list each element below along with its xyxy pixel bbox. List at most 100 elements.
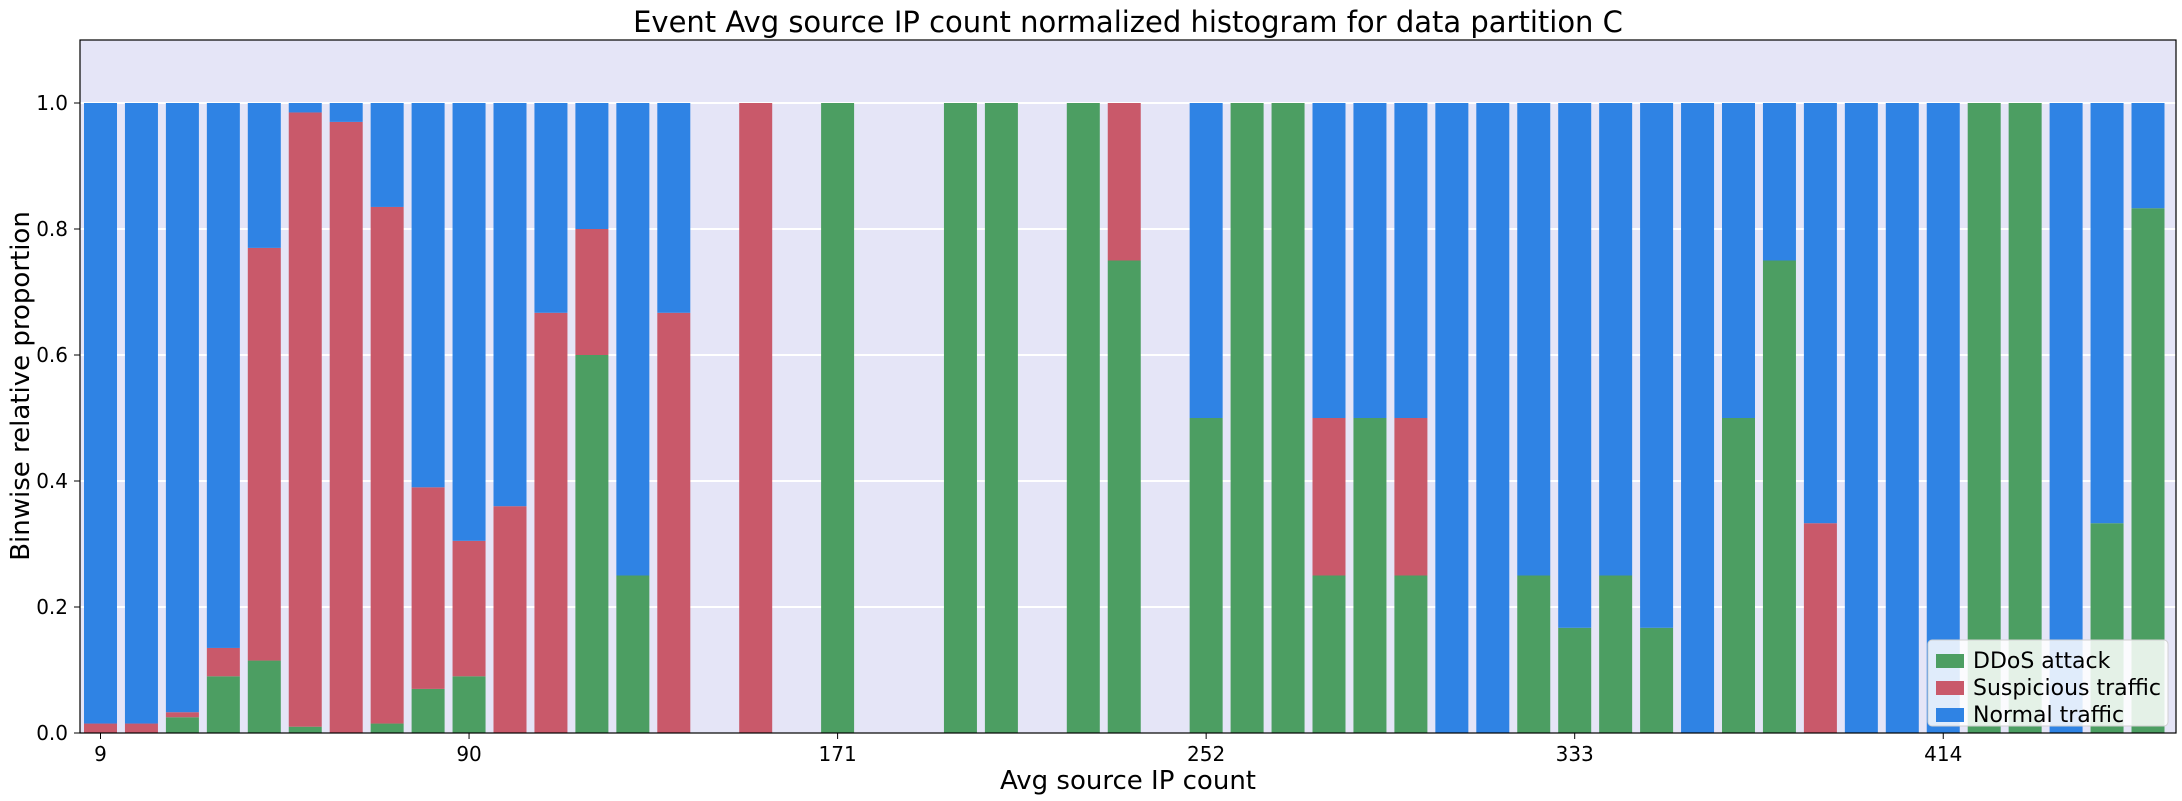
bar-segment-suspicious (657, 312, 691, 733)
bar-segment-ddos (1312, 575, 1346, 733)
y-tick-label: 0.8 (36, 217, 68, 241)
x-tick-label: 171 (819, 742, 857, 766)
bar-segment-ddos (206, 676, 240, 733)
bar-segment-normal (493, 103, 527, 507)
bar-segment-normal (1189, 103, 1223, 418)
bar-segment-normal (1722, 103, 1755, 418)
x-ticks: 9 90 171 252 333 414 (94, 733, 1962, 766)
bar-segment-normal (1599, 103, 1633, 576)
bar-segment-suspicious (1312, 418, 1346, 576)
bar-segment-normal (206, 103, 240, 648)
chart-title: Event Avg source IP count normalized his… (633, 5, 1623, 39)
x-axis-label: Avg source IP count (1000, 766, 1256, 796)
bar-segment-normal (1558, 103, 1592, 628)
bar-segment-ddos (1967, 103, 2001, 733)
bar-segment-normal (616, 103, 650, 576)
bar-segment-normal (329, 103, 363, 122)
bar-segment-normal (1517, 103, 1551, 576)
bar-segment-suspicious (1803, 523, 1837, 733)
bar-segment-suspicious (411, 487, 445, 689)
bar-segment-suspicious (84, 723, 117, 733)
legend-swatch (1936, 708, 1964, 722)
plot-frame (79, 39, 2177, 734)
legend-label: Normal traffic (1973, 703, 2124, 728)
y-tick-label: 0.4 (36, 469, 68, 493)
bar-segment-suspicious (329, 121, 363, 733)
bar-segment-ddos (821, 103, 855, 733)
bar-segment-suspicious (288, 112, 322, 727)
bar-segment-ddos (165, 717, 199, 733)
y-tick-label: 0.0 (36, 721, 68, 745)
x-tick-label: 414 (1924, 742, 1962, 766)
bar-segment-normal (1926, 103, 1960, 733)
bar-segment-ddos (1762, 260, 1796, 733)
bar-segment-ddos (1599, 575, 1633, 733)
bar-segment-suspicious (165, 712, 199, 718)
x-tick-label: 333 (1556, 742, 1594, 766)
x-tick-label: 90 (456, 742, 481, 766)
bar-segment-normal (1844, 103, 1878, 733)
bar-segment-suspicious (534, 312, 568, 733)
bar-segment-normal (1803, 103, 1837, 524)
bar-segment-normal (2131, 103, 2165, 209)
bar-segment-normal (2090, 103, 2124, 524)
bar-segment-ddos (1517, 575, 1551, 733)
bar-segment-normal (534, 103, 568, 313)
bar-segment-ddos (2008, 103, 2042, 733)
x-tick-label: 9 (94, 742, 107, 766)
bar-segment-suspicious (370, 206, 404, 724)
bar-segment-ddos (1722, 418, 1755, 733)
bar-segment-suspicious (247, 247, 281, 661)
legend-swatch (1936, 681, 1964, 695)
bar-segment-normal (247, 103, 281, 248)
bar-segment-ddos (1107, 260, 1141, 733)
bar-segment-ddos (1640, 627, 1674, 733)
bar-segment-ddos (288, 726, 322, 733)
bar-segment-suspicious (575, 229, 609, 355)
bar-segment-normal (124, 103, 158, 724)
legend-box (1927, 639, 2169, 727)
bar-segment-suspicious (1394, 418, 1428, 576)
bar-segment-normal (84, 103, 117, 724)
bar-segment-ddos (247, 660, 281, 733)
bar-segment-normal (1312, 103, 1346, 418)
legend-label: Suspicious traffic (1973, 676, 2161, 701)
y-axis-label: Binwise relative proportion (6, 211, 36, 561)
bar-segment-normal (165, 103, 199, 713)
bar-segment-ddos (1189, 418, 1223, 733)
bar-segment-ddos (1271, 103, 1305, 733)
y-tick-label: 0.2 (36, 595, 68, 619)
y-ticks: 0.0 0.2 0.4 0.6 0.8 1.0 (36, 91, 80, 745)
bar-segment-normal (1885, 103, 1919, 733)
bar-segment-suspicious (124, 723, 158, 733)
bar-segment-suspicious (1107, 103, 1141, 261)
bar-segment-normal (1681, 103, 1715, 733)
bar-segment-suspicious (206, 647, 240, 677)
bar-segment-suspicious (493, 506, 527, 733)
bar-segment-normal (411, 103, 445, 488)
bar-segment-ddos (1394, 575, 1428, 733)
y-tick-label: 1.0 (36, 91, 68, 115)
bar-segment-ddos (984, 103, 1018, 733)
bar-segment-ddos (411, 688, 445, 733)
bar-segment-ddos (616, 575, 650, 733)
bar-segment-ddos (1558, 627, 1592, 733)
bar-segment-suspicious (739, 103, 773, 733)
bar-segment-normal (1476, 103, 1510, 733)
bar-segment-normal (1394, 103, 1428, 418)
y-tick-label: 0.6 (36, 343, 68, 367)
bar-segment-ddos (370, 723, 404, 733)
bar-segment-ddos (1066, 103, 1100, 733)
bar-segment-normal (1435, 103, 1469, 733)
bar-segment-normal (370, 103, 404, 207)
legend-label: DDoS attack (1973, 649, 2111, 674)
bar-segment-normal (1353, 103, 1387, 418)
legend-swatch (1936, 654, 1964, 668)
bar-segment-ddos (1353, 418, 1387, 733)
bars-group (84, 103, 2165, 733)
bar-segment-ddos (943, 103, 977, 733)
bar-segment-suspicious (452, 540, 486, 677)
bar-segment-normal (452, 103, 486, 541)
